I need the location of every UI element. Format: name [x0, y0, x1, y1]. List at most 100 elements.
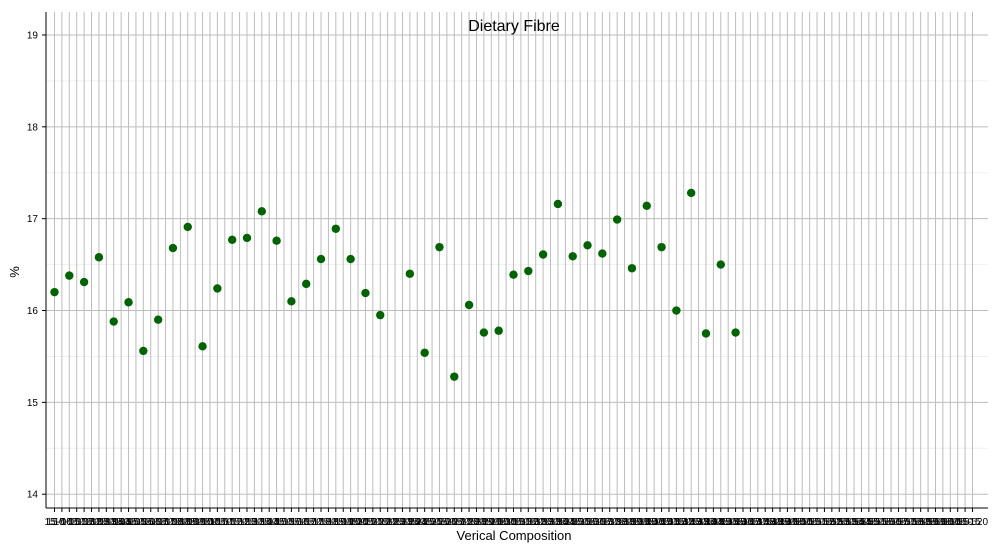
- x-tick-label: 15-505: [787, 517, 819, 528]
- x-axis-title: Verical Composition: [457, 528, 572, 543]
- x-tick-label: 15-595: [920, 517, 952, 528]
- x-tick-label: 15-550: [853, 517, 885, 528]
- x-tick-label: 15-385: [609, 517, 641, 528]
- x-axis-ticks: 15-015-00515-01015-01515-02015-02515-030…: [44, 508, 989, 528]
- data-point: [213, 284, 222, 293]
- x-tick-label: 15-245: [402, 517, 434, 528]
- x-tick-label: 15-235: [387, 517, 419, 528]
- data-points: [50, 188, 740, 381]
- data-point: [509, 270, 518, 279]
- x-tick-label: 15-020: [69, 517, 101, 528]
- x-tick-label: 15-250: [409, 517, 441, 528]
- data-point: [583, 241, 592, 250]
- data-point: [435, 242, 444, 252]
- y-tick-label: 15: [27, 398, 39, 409]
- x-tick-label: 15-535: [831, 517, 863, 528]
- data-point: [257, 207, 266, 216]
- x-tick-label: 15-325: [520, 517, 552, 528]
- x-tick-label: 15-200: [335, 517, 367, 528]
- x-tick-label: 15-065: [135, 517, 167, 528]
- x-tick-label: 15-210: [350, 517, 382, 528]
- x-tick-label: 15-455: [713, 517, 745, 528]
- x-tick-label: 15-090: [172, 517, 204, 528]
- x-tick-label: 15-440: [690, 517, 722, 528]
- x-tick-label: 15-515: [801, 517, 833, 528]
- x-tick-label: 15-160: [276, 517, 308, 528]
- x-tick-label: 15-580: [898, 517, 930, 528]
- x-tick-label: 15-435: [683, 517, 715, 528]
- data-point: [124, 298, 133, 307]
- x-tick-label: 15-620: [957, 517, 989, 528]
- x-tick-label: 15-005: [46, 517, 78, 528]
- x-tick-label: 15-555: [861, 517, 893, 528]
- x-tick-label: 15-310: [498, 517, 530, 528]
- data-point: [272, 236, 281, 245]
- x-tick-label: 15-575: [890, 517, 922, 528]
- data-point: [672, 306, 681, 315]
- x-tick-label: 15-330: [528, 517, 560, 528]
- x-tick-label: 15-605: [935, 517, 967, 528]
- x-tick-label: 15-495: [772, 517, 804, 528]
- data-point: [183, 222, 192, 232]
- x-tick-label: 15-105: [194, 517, 226, 528]
- x-tick-label: 15-130: [231, 517, 263, 528]
- y-tick-label: 19: [27, 30, 39, 41]
- data-point: [686, 188, 696, 198]
- x-tick-label: 15-195: [328, 517, 360, 528]
- data-point: [612, 215, 622, 224]
- data-point: [553, 199, 563, 209]
- x-tick-label: 15-410: [646, 517, 678, 528]
- x-tick-label: 15-375: [594, 517, 626, 528]
- x-tick-label: 15-465: [727, 517, 759, 528]
- x-tick-label: 15-540: [838, 517, 870, 528]
- x-tick-label: 15-290: [468, 517, 500, 528]
- x-tick-label: 15-085: [165, 517, 197, 528]
- x-tick-label: 15-400: [631, 517, 663, 528]
- x-tick-label: 15-590: [913, 517, 945, 528]
- x-tick-label: 15-220: [365, 517, 397, 528]
- data-point: [716, 260, 725, 269]
- x-tick-label: 15-360: [572, 517, 604, 528]
- x-tick-label: 15-525: [816, 517, 848, 528]
- x-tick-label: 15-240: [394, 517, 426, 528]
- x-tick-label: 15-060: [128, 517, 160, 528]
- y-axis-ticks: 14 15 16 17 18 19: [27, 30, 46, 501]
- data-point: [405, 269, 415, 278]
- data-point: [79, 277, 89, 287]
- x-tick-label: 15-530: [824, 517, 856, 528]
- data-point: [139, 346, 148, 356]
- x-tick-label: 15-265: [431, 517, 463, 528]
- major-gridlines: [46, 12, 988, 508]
- x-tick-label: 15-050: [113, 517, 145, 528]
- x-tick-label: 15-565: [875, 517, 907, 528]
- data-point: [302, 279, 311, 289]
- data-point: [598, 249, 607, 258]
- x-tick-label: 15-165: [283, 517, 315, 528]
- x-tick-label: 15-155: [268, 517, 300, 528]
- x-tick-label: 15-415: [653, 517, 685, 528]
- x-tick-label: 15-205: [342, 517, 374, 528]
- data-point: [642, 201, 651, 211]
- y-axis-title: %: [7, 266, 22, 278]
- x-tick-label: 15-470: [735, 517, 767, 528]
- data-point: [420, 348, 429, 357]
- x-tick-label: 15-280: [454, 517, 486, 528]
- x-tick-label: 15-345: [550, 517, 582, 528]
- data-point: [538, 250, 548, 259]
- x-tick-label: 15-430: [676, 517, 708, 528]
- x-tick-label: 15-560: [868, 517, 900, 528]
- data-point: [479, 328, 489, 337]
- x-tick-label: 15-070: [143, 517, 175, 528]
- x-tick-label: 15-185: [313, 517, 345, 528]
- x-tick-label: 15-015: [61, 517, 93, 528]
- x-tick-label: 15-285: [461, 517, 493, 528]
- x-tick-label: 15-340: [542, 517, 574, 528]
- data-point: [287, 297, 296, 306]
- x-tick-label: 15-545: [846, 517, 878, 528]
- data-point: [627, 264, 637, 273]
- x-tick-label: 15-450: [705, 517, 737, 528]
- x-tick-label: 15-035: [91, 517, 123, 528]
- x-tick-label: 15-350: [557, 517, 589, 528]
- x-tick-label: 15-180: [305, 517, 337, 528]
